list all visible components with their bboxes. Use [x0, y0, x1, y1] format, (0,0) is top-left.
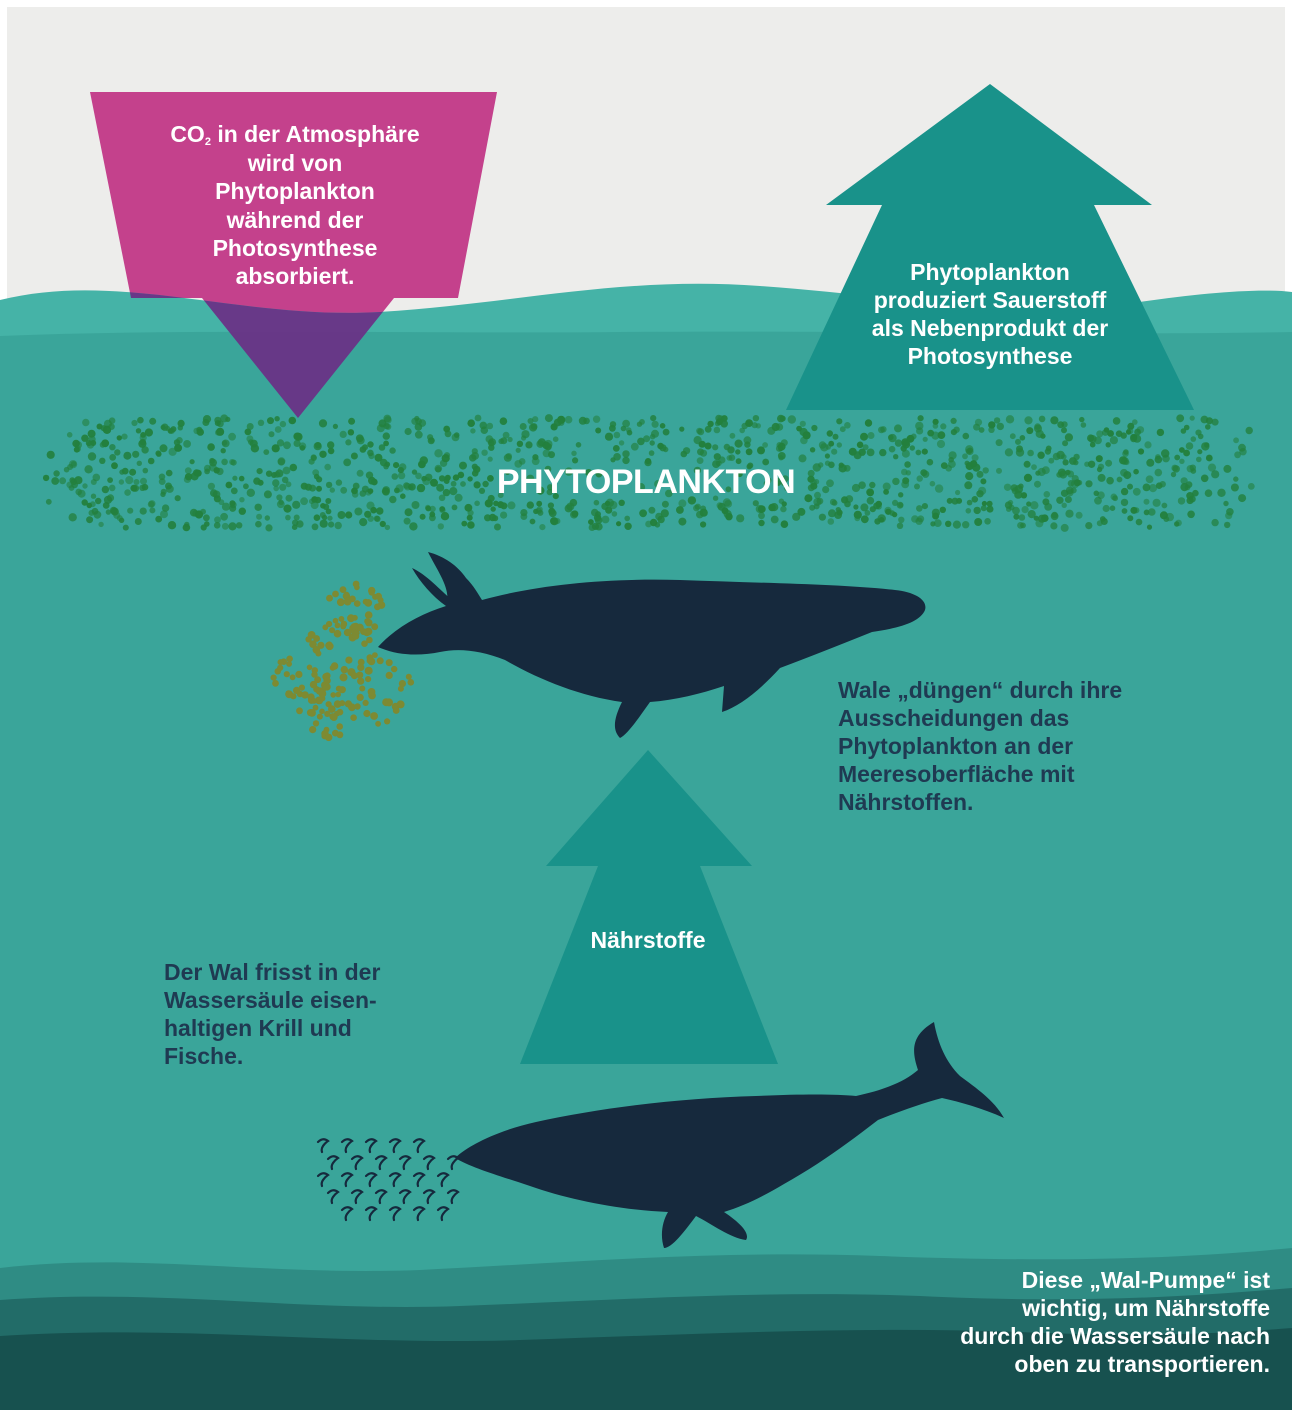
feeding-text: Der Wal frisst in der Wassersäule eisen-… [164, 958, 464, 1070]
fertilize-line: Wale „düngen“ durch ihre [838, 677, 1123, 703]
oxygen-up-arrow-icon [786, 84, 1194, 410]
oxygen-line: Photosynthese [907, 343, 1073, 370]
oxygen-arrow-label: Phytoplankton produziert Sauerstoff als … [820, 258, 1160, 370]
co2-subscript: 2 [204, 136, 211, 148]
co2-line: Photosynthese [212, 234, 378, 261]
co2-line: während der [226, 206, 364, 233]
oxygen-line: als Nebenprodukt der [871, 315, 1109, 342]
oxygen-line: Phytoplankton [910, 259, 1070, 285]
feeding-line: Wassersäule eisen- [164, 987, 377, 1014]
humpback-whale-icon [378, 552, 926, 738]
phytoplankton-title: PHYTOPLANKTON [496, 463, 796, 501]
feeding-line: Der Wal frisst in der [164, 959, 381, 985]
deep-wave-3 [0, 1328, 1292, 1410]
pump-line: durch die Wassersäule nach [960, 1323, 1270, 1350]
co2-arrow-label: CO2 in der Atmosphäre wird von Phytoplan… [130, 120, 460, 290]
fertilize-line: Phytoplankton an der [838, 733, 1074, 760]
nutrients-up-arrow-icon [520, 750, 778, 1064]
pump-line: wichtig, um Nährstoffe [1022, 1295, 1270, 1322]
feeding-line: Fische. [164, 1043, 244, 1070]
fertilize-line: Ausscheidungen das [838, 705, 1070, 732]
oxygen-line: produziert Sauerstoff [873, 287, 1107, 314]
co2-line-1: CO2 in der Atmosphäre [130, 120, 460, 149]
humpback-whale-icon [455, 1022, 1004, 1248]
pump-line: oben zu transportieren. [1014, 1351, 1270, 1378]
nutrient-cloud [270, 580, 415, 742]
co2-line-1-rest: in der Atmosphäre [210, 121, 420, 147]
nutrients-label: Nährstoffe [590, 927, 706, 953]
pump-line: Diese „Wal-Pumpe“ ist [1021, 1267, 1270, 1293]
feeding-line: haltigen Krill und [164, 1015, 352, 1042]
co2-prefix: CO [170, 121, 205, 147]
krill-swarm [316, 1138, 460, 1222]
pump-text: Diese „Wal-Pumpe“ ist wichtig, um Nährst… [860, 1266, 1270, 1378]
fertilize-text: Wale „düngen“ durch ihre Ausscheidungen … [838, 676, 1198, 816]
co2-line: absorbiert. [235, 262, 355, 289]
fertilize-line: Nährstoffen. [838, 789, 974, 816]
co2-line: wird von [247, 150, 343, 177]
phytoplankton-band [42, 414, 1255, 532]
co2-down-arrow-icon [90, 92, 497, 418]
co2-line: Phytoplankton [215, 178, 375, 205]
fertilize-line: Meeresoberfläche mit [838, 761, 1075, 788]
